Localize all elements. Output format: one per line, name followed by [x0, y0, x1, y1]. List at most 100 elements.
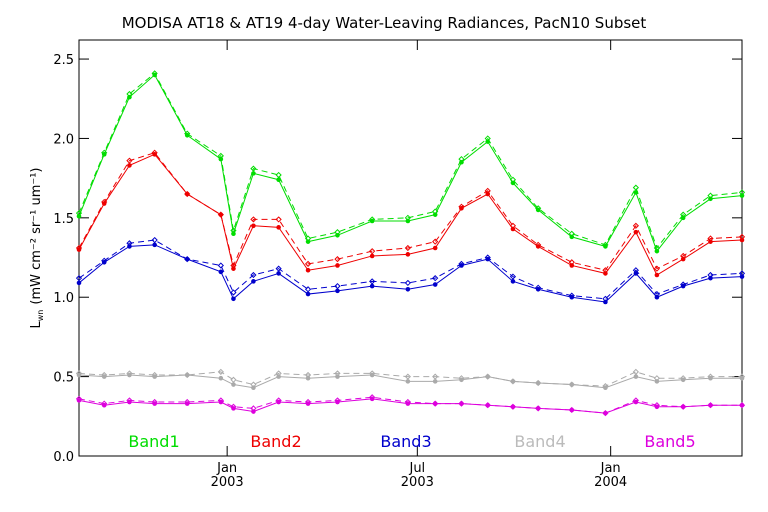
data-point-open [509, 273, 517, 280]
data-point [218, 375, 224, 381]
data-point-open [404, 279, 411, 287]
data-point [432, 212, 438, 217]
data-point [335, 263, 340, 268]
series-line-solid [78, 153, 743, 276]
data-point [432, 401, 438, 406]
data-point [485, 256, 491, 262]
legend-label-band5: Band5 [644, 432, 695, 451]
data-point [708, 275, 713, 281]
data-point [231, 231, 236, 237]
data-point-open [230, 376, 237, 383]
data-point-open [632, 368, 639, 375]
data-point-open [369, 248, 376, 255]
legend-label-band2: Band2 [250, 432, 301, 451]
y-axis-label: Lwn (mW cm⁻² sr⁻¹ um⁻¹) [29, 168, 45, 329]
data-point [603, 271, 608, 276]
data-point-open [250, 165, 257, 172]
data-point [569, 382, 575, 387]
data-point [432, 282, 438, 287]
data-point [76, 213, 82, 219]
data-point [459, 263, 464, 268]
data-point [510, 279, 516, 284]
x-tick-year-label: 2003 [401, 475, 434, 490]
x-tick-year-label: 2003 [211, 475, 244, 490]
data-point [335, 288, 340, 294]
data-point [603, 244, 608, 249]
data-point-open [653, 265, 660, 272]
data-point [184, 256, 190, 262]
data-point [305, 239, 311, 244]
data-point [276, 374, 281, 379]
data-point-open [432, 238, 439, 245]
data-point [569, 294, 575, 300]
data-point [251, 409, 256, 414]
data-point [654, 379, 660, 384]
x-tick-year-label: 2004 [594, 475, 627, 490]
chart-title: MODISA AT18 & AT19 4-day Water-Leaving R… [122, 14, 647, 32]
data-point [369, 283, 375, 289]
data-point [459, 159, 464, 165]
data-point [251, 171, 256, 176]
data-point [485, 139, 491, 144]
legend-label-band3: Band3 [380, 432, 431, 451]
data-point [276, 399, 281, 405]
data-point [739, 237, 745, 243]
series-line-dashed [78, 239, 743, 300]
data-point [127, 399, 132, 405]
data-point [101, 374, 107, 379]
data-point [510, 379, 516, 384]
data-point [485, 402, 491, 408]
data-point [369, 218, 375, 224]
data-point [305, 267, 311, 273]
data-point-open [404, 244, 411, 252]
data-point [369, 396, 375, 402]
data-point [127, 372, 132, 378]
data-point [633, 229, 639, 235]
data-point-open [230, 289, 237, 296]
data-point [335, 232, 340, 238]
data-point-open [334, 282, 341, 290]
x-tick-month-label: Jul [408, 461, 425, 476]
data-point [459, 377, 464, 383]
data-point [569, 407, 575, 413]
data-point-open [250, 216, 257, 223]
data-point [633, 190, 639, 195]
data-point [739, 402, 745, 408]
series-band1 [75, 70, 746, 254]
data-point-open [75, 275, 83, 282]
y-axis-symbol: L [29, 320, 44, 328]
data-point [708, 239, 713, 244]
data-point [680, 283, 686, 289]
data-point [708, 196, 713, 202]
data-point [654, 404, 660, 410]
data-point [535, 207, 541, 213]
data-point-open [369, 278, 376, 285]
data-point [535, 406, 541, 411]
data-point [127, 163, 132, 168]
y-tick-label: 1.5 [53, 212, 74, 227]
data-point [405, 218, 411, 224]
data-point-open [217, 368, 224, 375]
series-line-solid [78, 74, 743, 253]
y-axis-subscript: wn [36, 310, 45, 322]
data-point [535, 286, 541, 292]
y-tick-label: 1.0 [53, 291, 74, 306]
data-point-open [334, 256, 341, 263]
data-point [708, 402, 713, 408]
data-point [76, 280, 82, 286]
data-point [535, 244, 541, 249]
data-point [76, 398, 82, 403]
series-line-dashed [78, 371, 742, 387]
data-point [335, 374, 340, 379]
data-point [152, 72, 157, 78]
data-point-open [632, 222, 639, 229]
data-point [152, 242, 157, 248]
y-tick-label: 0.5 [53, 371, 74, 386]
series-band2 [75, 149, 746, 278]
data-point [101, 259, 107, 265]
series-line-solid [78, 398, 742, 414]
data-point [305, 375, 311, 381]
data-point [680, 256, 686, 262]
data-point [152, 374, 157, 379]
data-point [127, 244, 132, 249]
